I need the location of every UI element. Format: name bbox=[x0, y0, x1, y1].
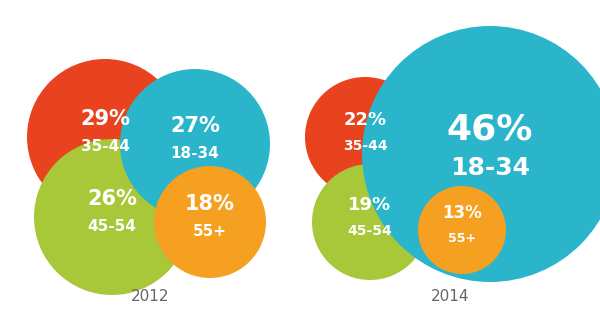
Text: 13%: 13% bbox=[442, 204, 482, 222]
Circle shape bbox=[362, 26, 600, 282]
Text: 18-34: 18-34 bbox=[170, 146, 220, 161]
Circle shape bbox=[418, 186, 506, 274]
Text: 35-44: 35-44 bbox=[343, 139, 388, 153]
Circle shape bbox=[154, 166, 266, 278]
Text: 55+: 55+ bbox=[193, 224, 227, 239]
Text: 2014: 2014 bbox=[431, 289, 469, 304]
Circle shape bbox=[305, 77, 425, 197]
Text: 29%: 29% bbox=[80, 109, 130, 129]
Text: 45-54: 45-54 bbox=[347, 224, 392, 238]
Text: 46%: 46% bbox=[447, 112, 533, 146]
Text: 55+: 55+ bbox=[448, 232, 476, 245]
Text: 45-54: 45-54 bbox=[88, 219, 136, 234]
Text: 18%: 18% bbox=[185, 194, 235, 214]
Circle shape bbox=[27, 59, 183, 215]
Text: 35-44: 35-44 bbox=[80, 139, 130, 154]
Circle shape bbox=[34, 139, 190, 295]
Text: 27%: 27% bbox=[170, 116, 220, 136]
Text: 26%: 26% bbox=[87, 189, 137, 209]
Text: 22%: 22% bbox=[343, 111, 386, 129]
Text: 2012: 2012 bbox=[131, 289, 169, 304]
Circle shape bbox=[120, 69, 270, 219]
Text: 19%: 19% bbox=[349, 196, 392, 214]
Text: 18-34: 18-34 bbox=[450, 156, 530, 180]
Circle shape bbox=[312, 164, 428, 280]
